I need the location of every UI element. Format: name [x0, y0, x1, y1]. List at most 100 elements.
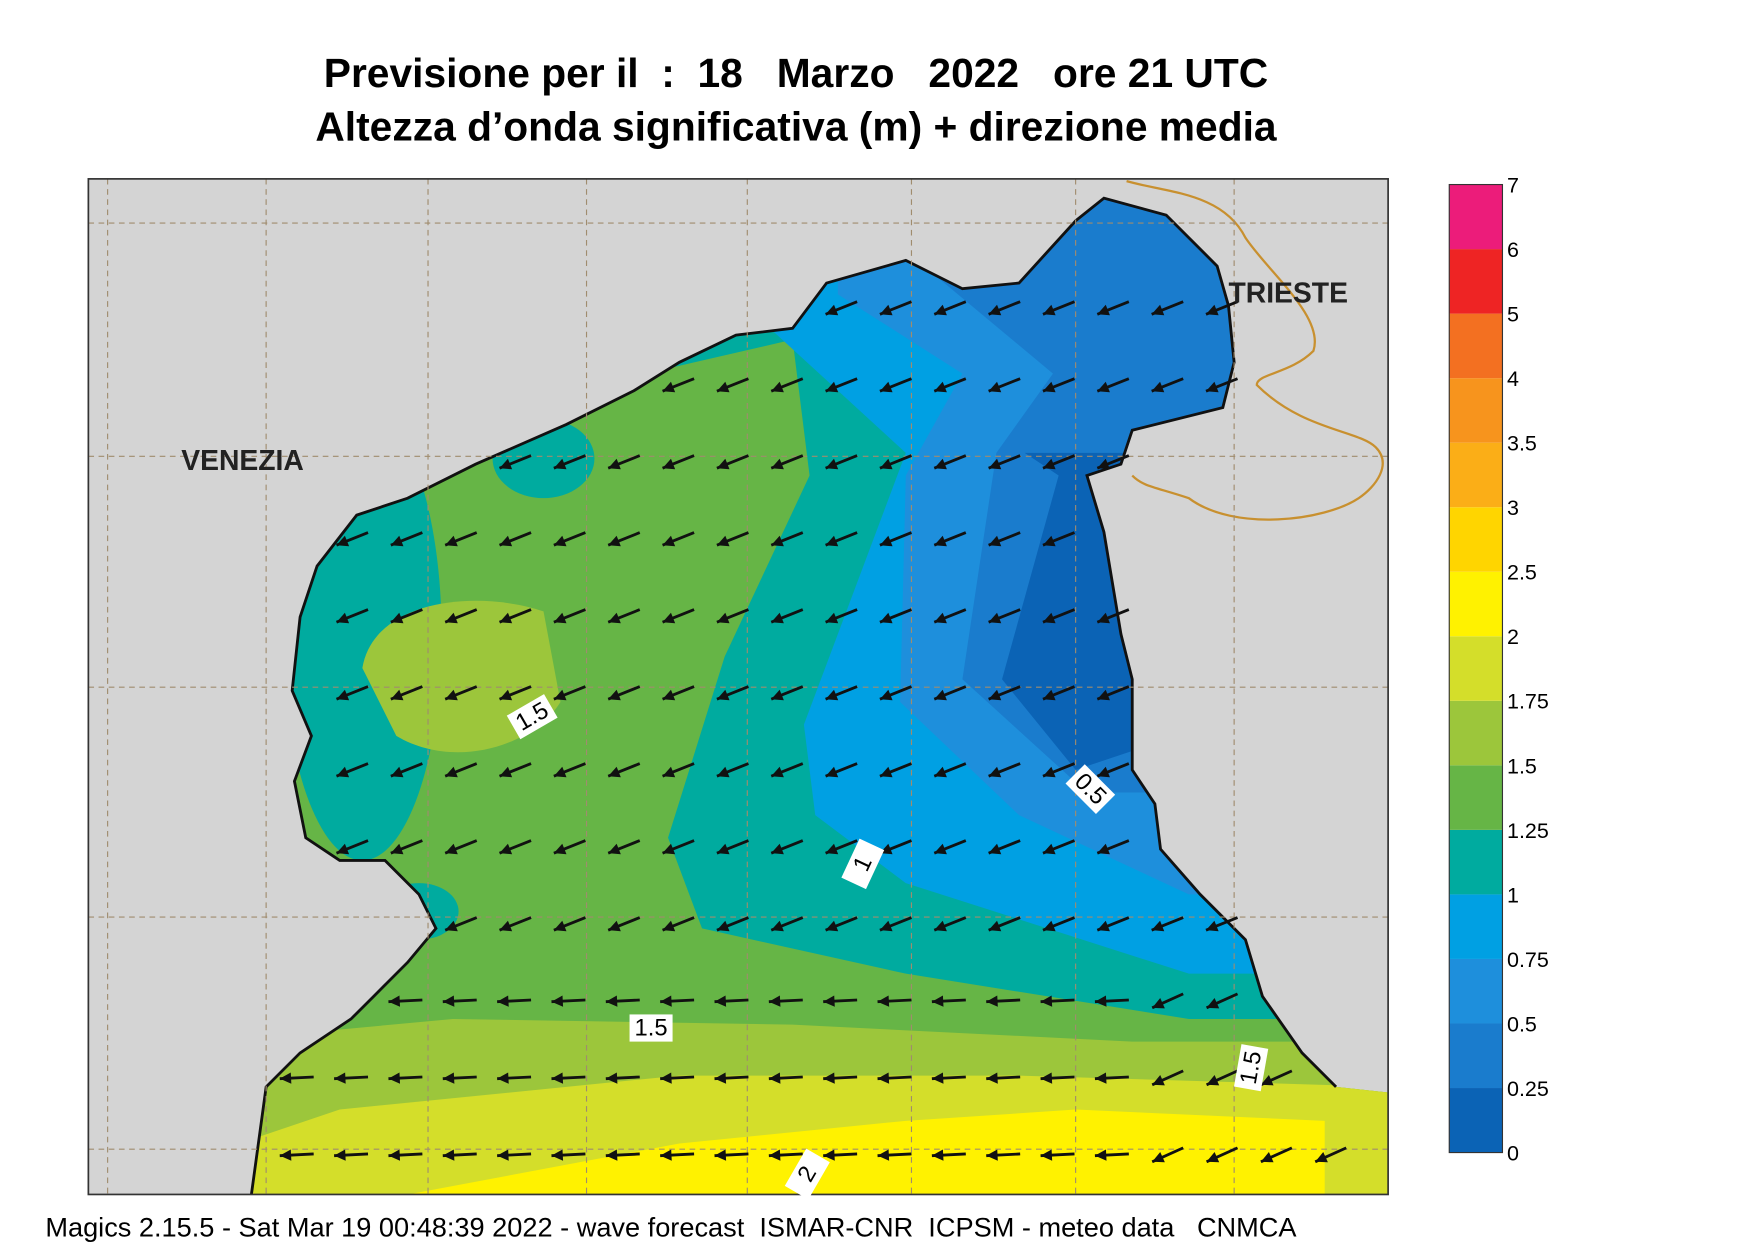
arrow-head	[716, 612, 730, 624]
arrow-head	[823, 1072, 835, 1084]
arrow-head	[336, 612, 350, 624]
arrow-head	[877, 1149, 890, 1161]
arrow-head	[660, 1149, 672, 1161]
arrow-head	[336, 843, 350, 855]
colorbar-tick-label: 6	[1507, 238, 1519, 262]
arrow-head	[336, 689, 350, 701]
arrow-head	[390, 843, 404, 855]
colorbar-tick-label: 0.75	[1507, 948, 1549, 972]
arrow-head	[499, 843, 513, 855]
contour-label: 1	[841, 838, 885, 890]
arrow-head	[608, 689, 621, 701]
arrow-head	[825, 689, 839, 701]
contour-label: 1.5	[1234, 1044, 1269, 1092]
arrow-head	[551, 1149, 564, 1161]
arrow-head	[716, 535, 730, 547]
graticule	[88, 178, 1389, 1195]
arrow-head	[988, 766, 1002, 778]
colorbar-tick-label: 2.5	[1507, 561, 1537, 585]
arrow-head	[934, 920, 947, 932]
arrow-head	[934, 304, 947, 316]
colorbar-tick-label: 0.5	[1507, 1012, 1537, 1036]
arrow-head	[497, 1149, 509, 1161]
footer: Magics 2.15.5 - Sat Mar 19 00:48:39 2022…	[45, 1211, 1297, 1242]
contour-label-box	[784, 1148, 830, 1200]
arrow-head	[771, 766, 784, 778]
arrow-head	[390, 535, 404, 547]
arrow-head	[499, 535, 513, 547]
arrow-head	[825, 381, 839, 393]
arrow-head	[988, 843, 1002, 855]
arrow-head	[934, 458, 947, 470]
arrow-head	[1152, 998, 1165, 1009]
arrow-head	[1206, 1074, 1220, 1086]
arrow-head	[445, 689, 458, 701]
arrow-head	[1042, 535, 1056, 547]
colorbar-tick-label: 0.25	[1507, 1077, 1549, 1101]
arrow-head	[716, 458, 730, 470]
arrow-head	[714, 1072, 727, 1084]
colorbar-swatch	[1449, 249, 1503, 314]
arrow-head	[877, 995, 890, 1007]
arrow-head	[716, 920, 730, 932]
arrow-head	[1206, 998, 1220, 1009]
arrow-head	[768, 1072, 781, 1084]
arrow-head	[388, 1072, 401, 1084]
arrow-head	[823, 995, 835, 1007]
arrow-head	[553, 535, 567, 547]
arrow-head	[553, 612, 567, 624]
arrow-head	[1094, 995, 1107, 1007]
colorbar-swatch	[1449, 442, 1503, 508]
colorbar-tick-label: 3	[1507, 496, 1519, 520]
arrow-head	[445, 843, 458, 855]
colorbar-swatch	[1449, 958, 1503, 1024]
colorbar-tick-label: 7	[1507, 173, 1519, 197]
arrow-head	[334, 1149, 346, 1161]
arrow-head	[1206, 1151, 1220, 1163]
arrow-head	[1042, 920, 1056, 932]
arrow-head	[1094, 1072, 1107, 1084]
arrow-head	[716, 381, 730, 393]
arrow-head	[605, 1072, 618, 1084]
arrow-head	[1151, 920, 1165, 932]
arrow-head	[714, 1149, 727, 1161]
arrow-head	[934, 766, 947, 778]
arrow-head	[1040, 995, 1053, 1007]
arrow-head	[988, 535, 1002, 547]
arrow-head	[825, 458, 839, 470]
arrow-head	[336, 766, 350, 778]
colorbar-swatch	[1449, 313, 1503, 379]
arrow-head	[1094, 1149, 1107, 1161]
arrow-head	[825, 612, 839, 624]
arrow-head	[771, 920, 784, 932]
colorbar-swatch	[1449, 894, 1503, 959]
arrow-head	[551, 995, 564, 1007]
title-line-1: Previsione per il : 18 Marzo 2022 ore 21…	[324, 50, 1268, 96]
colorbar-swatch	[1449, 378, 1503, 443]
colorbar-tick-label: 1.75	[1507, 690, 1549, 714]
arrow-head	[1151, 381, 1165, 393]
contour-label: 2	[784, 1148, 830, 1200]
arrow-head	[1260, 1074, 1274, 1086]
arrow-head	[934, 381, 947, 393]
colorbar-tick-label: 2	[1507, 625, 1519, 649]
arrow-head	[499, 612, 513, 624]
arrow-head	[825, 766, 839, 778]
contour-label-box	[629, 1014, 673, 1042]
arrow-head	[445, 920, 458, 932]
arrow-head	[497, 1072, 509, 1084]
arrow-head	[553, 458, 567, 470]
colorbar-swatch	[1449, 700, 1503, 766]
arrow-head	[825, 535, 839, 547]
arrow-head	[605, 1149, 618, 1161]
arrow-head	[988, 612, 1002, 624]
arrow-head	[771, 689, 784, 701]
arrow-head	[445, 766, 458, 778]
arrow-head	[336, 535, 350, 547]
arrow-head	[988, 458, 1002, 470]
title-line-2: Altezza d’onda significativa (m) + direz…	[315, 103, 1277, 149]
arrow-head	[388, 1149, 401, 1161]
arrow-head	[334, 1072, 346, 1084]
arrow-head	[442, 1072, 455, 1084]
